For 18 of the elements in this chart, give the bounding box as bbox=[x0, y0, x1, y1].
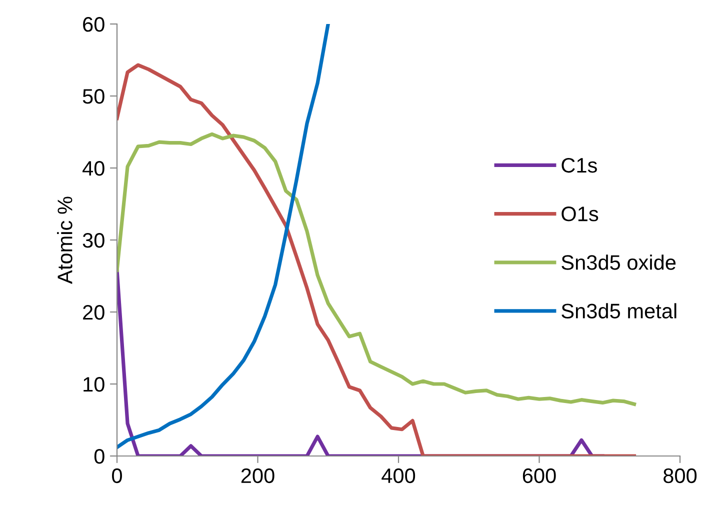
x-tick-label: 0 bbox=[112, 468, 122, 484]
legend-label: Sn3d5 oxide bbox=[562, 254, 676, 270]
line-series bbox=[117, 24, 330, 450]
y-tick-label: 20 bbox=[83, 305, 104, 320]
x-tick-label: 200 bbox=[241, 468, 274, 484]
y-tick-label: 10 bbox=[84, 377, 104, 392]
legend-label: C1s bbox=[562, 158, 597, 173]
x-tick-label: 400 bbox=[382, 468, 416, 484]
y-tick-label: 50 bbox=[82, 89, 104, 104]
y-axis-title: Atomic % bbox=[57, 196, 72, 284]
x-tick-label: 800 bbox=[664, 468, 697, 484]
y-tick-label: 30 bbox=[82, 233, 104, 248]
y-tick-label: 60 bbox=[83, 17, 104, 32]
y-tick-label: 40 bbox=[82, 161, 104, 176]
x-tick-label: 600 bbox=[522, 468, 556, 484]
legend-label: Sn3d5 metal bbox=[562, 303, 676, 318]
legend-label: O1s bbox=[562, 206, 598, 222]
y-tick-label: 0 bbox=[94, 449, 104, 464]
